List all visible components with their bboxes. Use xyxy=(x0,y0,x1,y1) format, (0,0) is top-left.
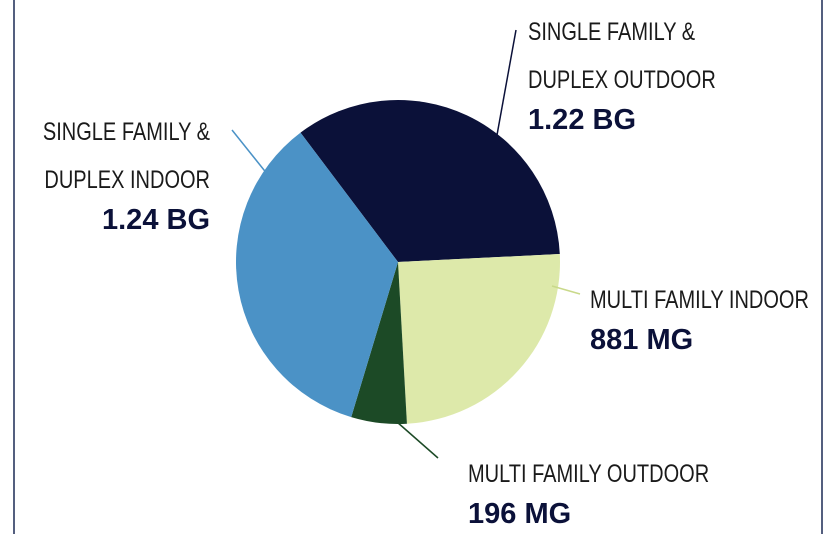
pie-slice xyxy=(235,132,398,418)
leader-line xyxy=(231,129,269,176)
pie-slice xyxy=(351,262,407,424)
slice-label: MULTI FAMILY INDOOR xyxy=(590,286,809,314)
leader-line xyxy=(496,29,517,136)
pie-slice xyxy=(398,254,560,424)
leader-line xyxy=(396,421,439,459)
slice-value: 196 MG xyxy=(468,498,572,530)
slice-value: 1.22 BG xyxy=(528,104,636,136)
leader-line xyxy=(551,285,581,295)
pie-slice xyxy=(300,100,560,262)
slice-value: 881 MG xyxy=(590,324,694,356)
slice-value: 1.24 BG xyxy=(102,204,210,236)
slice-label: SINGLE FAMILY & DUPLEX OUTDOOR xyxy=(528,18,716,94)
slice-label: SINGLE FAMILY & DUPLEX INDOOR xyxy=(42,118,211,194)
slice-label: MULTI FAMILY OUTDOOR xyxy=(468,460,710,488)
